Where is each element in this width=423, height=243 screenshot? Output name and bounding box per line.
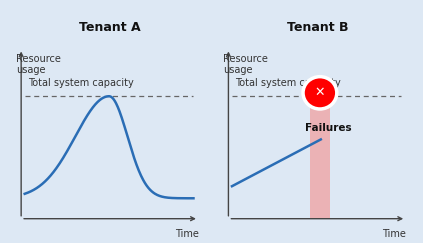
Text: Time: Time xyxy=(175,229,199,239)
Text: Resource
usage: Resource usage xyxy=(223,54,268,75)
Bar xyxy=(310,96,330,219)
Text: Total system capacity: Total system capacity xyxy=(28,78,134,88)
Text: Tenant B: Tenant B xyxy=(286,21,348,34)
Text: ✕: ✕ xyxy=(315,86,325,99)
Text: Time: Time xyxy=(382,229,406,239)
Text: Total system capacity: Total system capacity xyxy=(236,78,341,88)
Text: Failures: Failures xyxy=(305,122,352,133)
Text: Tenant A: Tenant A xyxy=(79,21,141,34)
Text: Resource
usage: Resource usage xyxy=(16,54,60,75)
Circle shape xyxy=(303,77,337,109)
